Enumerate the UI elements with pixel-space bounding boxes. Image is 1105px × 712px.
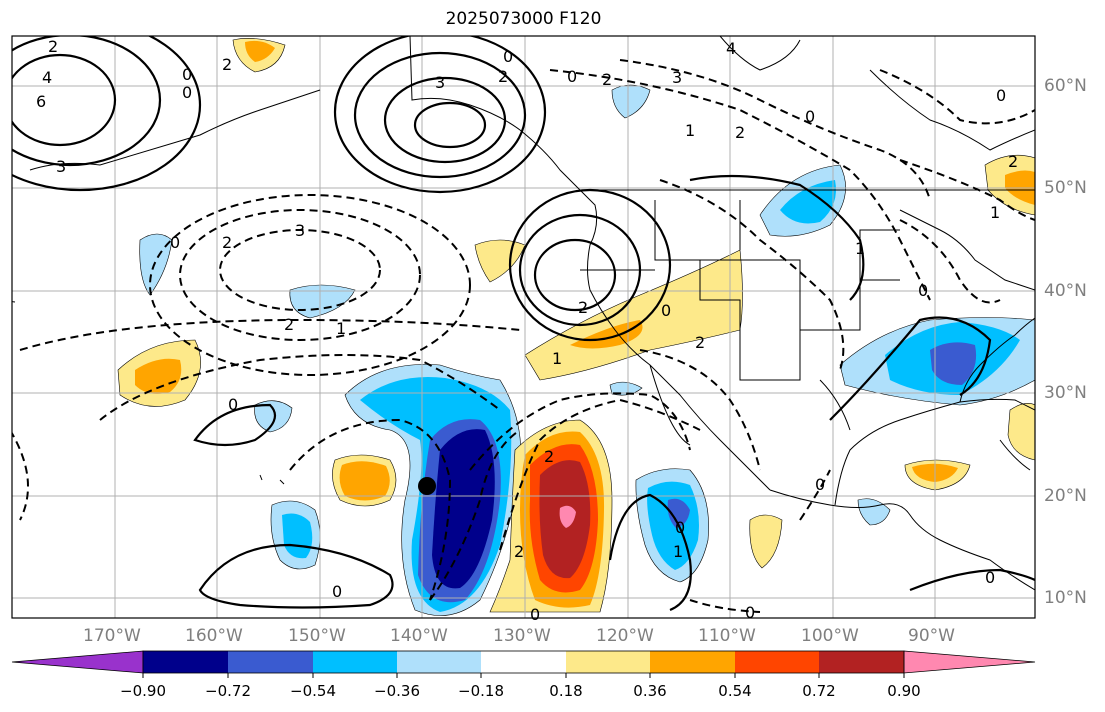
contour-label: 4	[726, 39, 736, 58]
contour-label: 1	[336, 319, 346, 338]
contour-label: 0	[182, 83, 192, 102]
lon-tick-label: 130°W	[493, 626, 551, 646]
lat-tick-label: 60°N	[1044, 76, 1087, 96]
contour-label: 2	[284, 315, 294, 334]
colorbar-bin	[735, 651, 819, 673]
lon-tick-label: 150°W	[288, 626, 346, 646]
colorbar-tick-label: −0.90	[120, 682, 166, 700]
contour-label: 1	[552, 349, 562, 368]
contour-label: 3	[435, 73, 445, 92]
colorbar-bin	[397, 651, 481, 673]
contour-label: 2	[1008, 152, 1018, 171]
contour-label: 2	[578, 298, 588, 317]
lon-tick-label: 140°W	[390, 626, 448, 646]
contour-label: 0	[530, 605, 540, 624]
contour-label: 0	[675, 518, 685, 537]
colorbar-tick-label: −0.72	[205, 682, 251, 700]
contour-label: 6	[36, 92, 46, 111]
colorbar-bin	[228, 651, 313, 673]
lon-tick-label: 160°W	[185, 626, 243, 646]
contour-label: 3	[672, 68, 682, 87]
contour-label: 0	[918, 281, 928, 300]
lon-tick-label: 90°W	[908, 626, 955, 646]
contour-label: 4	[42, 68, 52, 87]
lon-tick-label: 100°W	[801, 626, 859, 646]
colorbar-tick-label: 0.90	[887, 682, 921, 700]
contour-label: 2	[735, 123, 745, 142]
contour-label: 2	[695, 333, 705, 352]
contour-label: 2	[498, 67, 508, 86]
colorbar-tick-label: −0.54	[290, 682, 336, 700]
colorbar-tick-label: 0.54	[718, 682, 752, 700]
contour-label: 0	[815, 475, 825, 494]
colorbar-tick-label: −0.18	[458, 682, 504, 700]
contour-label: 2	[544, 447, 554, 466]
contour-label: 2	[602, 70, 612, 89]
contour-label: 1	[685, 121, 695, 140]
plot-title: 2025073000 F120	[445, 9, 602, 29]
colorbar	[11, 650, 1036, 678]
coastlines	[12, 36, 1035, 591]
contour-label: 0	[805, 107, 815, 126]
contour-label: 0	[985, 568, 995, 587]
contour-label: 2	[222, 55, 232, 74]
contour-label: 0	[567, 67, 577, 86]
contour-label: 0	[503, 47, 513, 66]
contour-label: 0	[332, 582, 342, 601]
lon-tick-label: 120°W	[596, 626, 654, 646]
lat-tick-label: 10°N	[1044, 588, 1087, 608]
contour-label: 2	[48, 37, 58, 56]
colorbar-bin	[313, 651, 397, 673]
contour-label: 3	[295, 221, 305, 240]
colorbar-bin	[143, 651, 228, 673]
colorbar-extend-min	[11, 650, 144, 674]
contour-label: 1	[990, 203, 1000, 222]
colorbar-bin	[566, 651, 650, 673]
colorbar-bin	[650, 651, 735, 673]
lon-tick-label: 110°W	[698, 626, 756, 646]
map-frame	[11, 35, 1036, 619]
colorbar-tick-label: 0.72	[802, 682, 836, 700]
colorbar-tick-label: 0.18	[549, 682, 583, 700]
contour-label: 0	[182, 65, 192, 84]
colorbar-tick-label: 0.36	[633, 682, 667, 700]
contour-label: 1	[673, 542, 683, 561]
lat-tick-label: 40°N	[1044, 281, 1087, 301]
contour-label: 2	[514, 542, 524, 561]
contour-label: 0	[996, 86, 1006, 105]
lat-tick-label: 50°N	[1044, 178, 1087, 198]
contour-label: 0	[745, 603, 755, 622]
colorbar-bin	[481, 651, 566, 673]
colorbar-extend-max	[903, 650, 1036, 674]
contour-label: 1	[855, 239, 865, 258]
colorbar-bin	[819, 651, 904, 673]
lat-tick-label: 20°N	[1044, 486, 1087, 506]
contour-label: 0	[228, 395, 238, 414]
colorbar-tick-label: −0.36	[374, 682, 420, 700]
contours	[12, 36, 1035, 613]
contour-label: 0	[661, 301, 671, 320]
storm-position-marker	[418, 477, 436, 495]
lon-tick-label: 170°W	[83, 626, 141, 646]
contour-label: 3	[56, 157, 66, 176]
contour-label: 2	[222, 233, 232, 252]
contour-label: 0	[170, 233, 180, 252]
lat-tick-label: 30°N	[1044, 383, 1087, 403]
